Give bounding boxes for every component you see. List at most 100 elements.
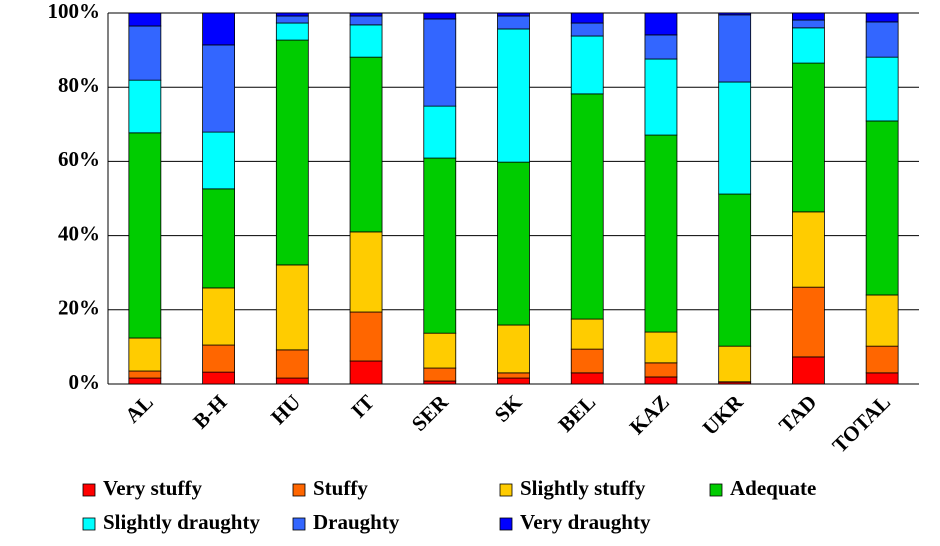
bar-segment [349, 15, 383, 26]
bar-segment [497, 377, 530, 385]
bar-segment [792, 356, 825, 385]
bar-segment [349, 24, 383, 58]
bar-segment [792, 19, 825, 29]
legend-label: Stuffy [313, 476, 368, 500]
bar-segment [644, 34, 678, 60]
bar-segment [570, 318, 604, 350]
bar-segment [349, 231, 383, 313]
y-tick-label: 60% [58, 147, 100, 171]
bar-segment [570, 93, 604, 320]
bar-segment [497, 12, 530, 17]
bar-segment [718, 193, 752, 347]
bar-segment [423, 105, 457, 159]
x-tick-label: HU [266, 390, 305, 429]
x-tick-label: SER [407, 389, 453, 435]
x-tick-label: TAD [774, 390, 821, 437]
legend-swatch [82, 483, 96, 497]
bar-segment [128, 370, 162, 379]
bar-segment [644, 331, 678, 364]
x-tick-label: IT [346, 390, 379, 423]
bar-segment [275, 377, 309, 385]
legend-swatch [709, 483, 723, 497]
legend-swatch [499, 483, 513, 497]
bar-segment [644, 12, 678, 36]
x-tick-label: B-H [188, 390, 231, 433]
bar-segment [423, 12, 457, 20]
y-tick-label: 80% [58, 73, 100, 97]
bar-segment [865, 120, 899, 296]
bar-segment [718, 81, 752, 195]
bar-segment [275, 39, 309, 266]
legend-label: Adequate [730, 476, 816, 500]
bar-segment [497, 161, 530, 326]
bar-segment [202, 287, 235, 346]
bar-segment [349, 56, 383, 233]
bar-segment [423, 380, 457, 385]
bar-segment [644, 362, 678, 378]
bar-segment [497, 372, 530, 379]
bar-segment [497, 15, 530, 30]
x-tick-label: BEL [553, 390, 600, 437]
bar-segment [275, 15, 309, 24]
y-tick-label: 0% [69, 370, 101, 394]
y-tick-label: 20% [58, 296, 100, 320]
bar-segment [792, 211, 825, 288]
bar-segment [865, 12, 899, 23]
bar-segment [128, 79, 162, 134]
bar-segment [792, 12, 825, 21]
bar-segment [718, 12, 752, 16]
bar-segment [865, 345, 899, 374]
bar-segment [570, 35, 604, 95]
legend-label: Very draughty [520, 510, 651, 534]
x-tick-label: TOTAL [827, 390, 895, 458]
bar-segment [644, 376, 678, 385]
bar-segment [644, 58, 678, 136]
bar-segment [202, 131, 235, 190]
x-tick-label: SK [490, 389, 527, 426]
bar-segment [128, 12, 162, 27]
bar-segment [865, 56, 899, 122]
bar-segment [349, 360, 383, 385]
bar-segment [570, 12, 604, 24]
bar-segment [128, 337, 162, 372]
bar-segment [792, 286, 825, 358]
y-tick-label: 100% [48, 0, 101, 23]
legend-label: Slightly draughty [103, 510, 260, 534]
legend-label: Very stuffy [103, 476, 202, 500]
bar-segment [497, 28, 530, 163]
bar-segment [349, 311, 383, 362]
x-tick-label: AL [120, 390, 158, 428]
bar-segment [718, 345, 752, 383]
bar-segment [718, 14, 752, 83]
legend-label: Draughty [313, 510, 400, 534]
legend-swatch [499, 517, 513, 531]
bar-segment [202, 188, 235, 289]
legend-swatch [82, 517, 96, 531]
bar-segment [275, 22, 309, 41]
legend-swatch [292, 517, 306, 531]
bar-segment [202, 44, 235, 133]
bar-segment [865, 372, 899, 385]
bar-segment [792, 62, 825, 213]
bar-segment [202, 344, 235, 373]
legend-swatch [292, 483, 306, 497]
bar-segment [202, 371, 235, 385]
bar-segment [128, 377, 162, 385]
bar-segment [865, 21, 899, 58]
bar-segment [570, 22, 604, 37]
bar-segment [423, 18, 457, 107]
bar-segment [865, 294, 899, 347]
x-tick-label: UKR [698, 389, 749, 440]
bar-segment [275, 349, 309, 379]
bar-segment [349, 12, 383, 17]
bar-segment [202, 12, 235, 46]
bar-segment [128, 132, 162, 339]
bar-segment [275, 12, 309, 17]
bar-segment [570, 348, 604, 374]
bar-segment [128, 25, 162, 81]
bar-segment [570, 372, 604, 385]
bar-segment [423, 157, 457, 334]
legend-label: Slightly stuffy [520, 476, 646, 500]
bar-segment [423, 367, 457, 382]
bar-segment [644, 134, 678, 333]
